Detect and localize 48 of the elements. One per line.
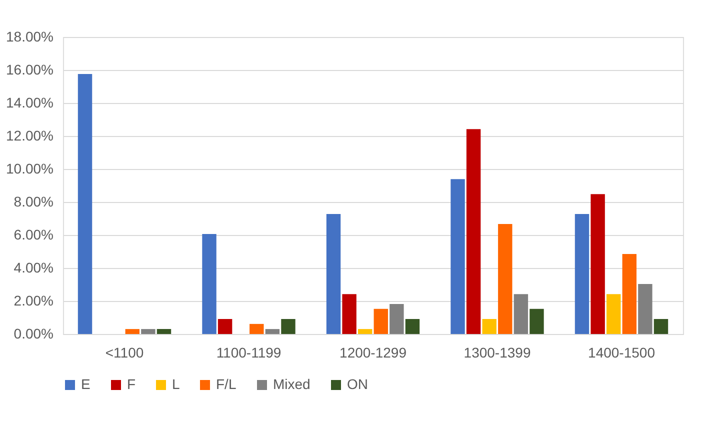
legend-label: L — [172, 376, 180, 392]
bar — [606, 294, 621, 334]
legend-label: F — [127, 376, 136, 392]
x-tick-label: 1100-1199 — [216, 344, 282, 360]
y-tick-label: 0.00% — [14, 326, 54, 342]
x-tick-label: 1300-1399 — [464, 344, 531, 360]
bar — [654, 318, 668, 334]
bar — [281, 318, 296, 334]
bar — [590, 194, 605, 334]
y-tick-label: 18.00% — [6, 28, 54, 44]
bar — [78, 74, 92, 334]
bar — [326, 214, 341, 334]
legend-label: ON — [347, 376, 368, 392]
y-tick-label: 8.00% — [14, 194, 54, 210]
bar — [498, 224, 512, 334]
bar — [622, 254, 636, 334]
bar — [374, 308, 388, 334]
x-tick-label: 1200-1299 — [340, 344, 407, 360]
y-tick-label: 10.00% — [6, 160, 54, 176]
bar — [466, 129, 481, 334]
legend-label: E — [81, 376, 90, 392]
bar — [202, 234, 216, 334]
bar — [342, 294, 356, 334]
bar — [156, 329, 172, 334]
bar — [482, 318, 496, 334]
bar — [450, 179, 465, 334]
y-tick-label: 4.00% — [14, 260, 54, 276]
bar — [638, 284, 652, 334]
bar — [514, 294, 528, 334]
y-tick-label: 6.00% — [14, 226, 54, 242]
y-tick-label: 16.00% — [6, 62, 54, 78]
bar — [250, 324, 264, 334]
bar — [530, 308, 544, 334]
bar — [218, 318, 232, 334]
bar — [265, 329, 280, 334]
x-tick-label: 1400-1500 — [588, 344, 656, 360]
bar — [125, 329, 140, 334]
y-tick-label: 12.00% — [6, 128, 54, 144]
bar — [390, 304, 404, 334]
y-tick-label: 14.00% — [6, 94, 54, 110]
bar — [358, 329, 372, 334]
legend-label: F/L — [216, 376, 236, 392]
bar — [405, 318, 420, 334]
bar — [141, 329, 156, 334]
legend-label: Mixed — [273, 376, 310, 392]
y-tick-label: 2.00% — [14, 292, 54, 308]
bar — [574, 214, 590, 334]
x-tick-label: <1100 — [105, 344, 144, 360]
